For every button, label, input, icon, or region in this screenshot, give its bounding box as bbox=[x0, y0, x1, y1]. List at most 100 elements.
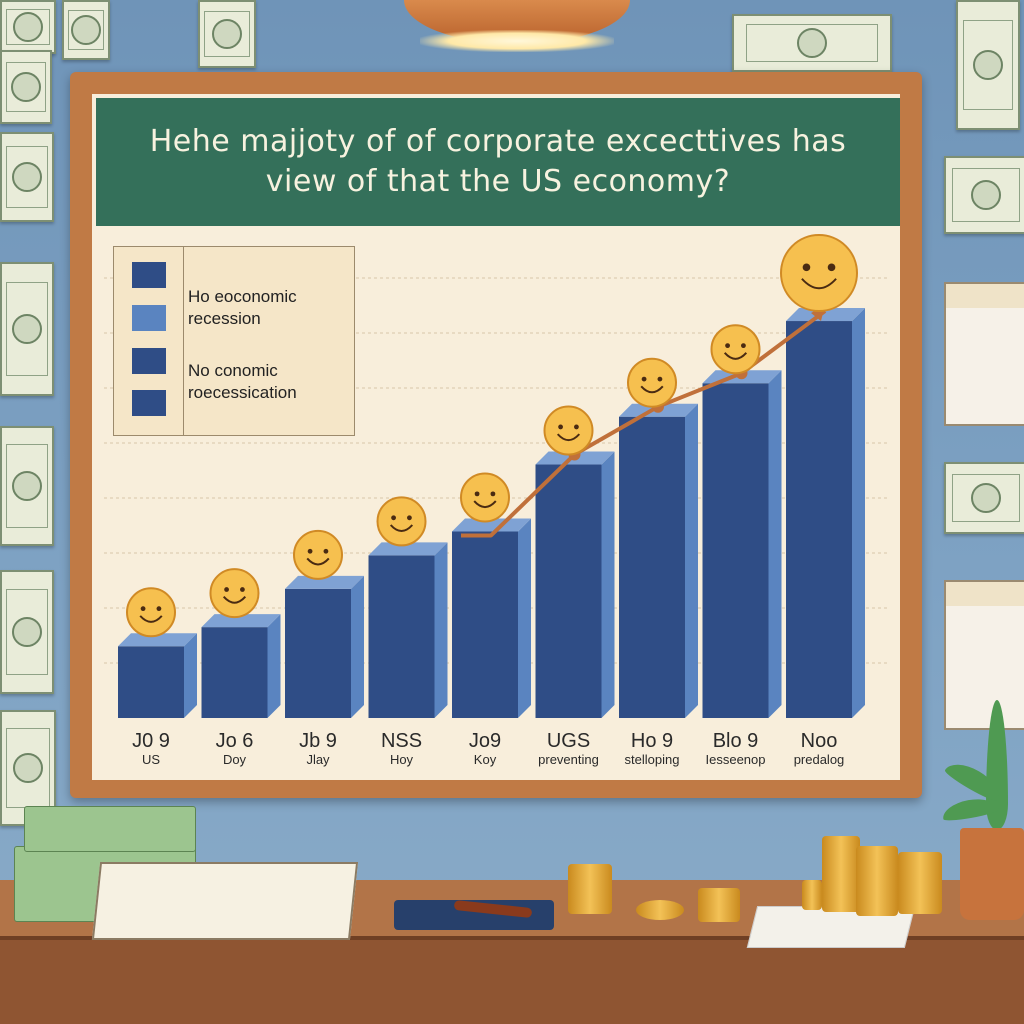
plant-pot bbox=[960, 828, 1024, 920]
open-book-icon bbox=[91, 862, 359, 940]
desk-front bbox=[0, 940, 1024, 1024]
bar bbox=[118, 633, 197, 718]
x-tick-label: Ho 9 stelloping bbox=[597, 730, 707, 768]
bar bbox=[285, 575, 364, 718]
bar-front bbox=[368, 555, 435, 718]
coin-stack-icon bbox=[856, 846, 898, 916]
x-tick-label-bottom: Iesseenop bbox=[705, 752, 766, 767]
legend-label-1: Ho eoconomic bbox=[188, 287, 297, 306]
coin-stack-icon bbox=[802, 880, 822, 910]
dollar-bill-icon bbox=[944, 156, 1024, 234]
bar bbox=[368, 542, 448, 718]
bar-top bbox=[786, 308, 865, 322]
dollar-bill-icon bbox=[0, 570, 54, 694]
smiley-face-icon bbox=[780, 234, 858, 313]
bar-side bbox=[518, 518, 531, 718]
legend-label-4: roecessication bbox=[188, 383, 297, 402]
x-tick-label-top: UGS bbox=[546, 730, 591, 752]
bar-side bbox=[351, 575, 364, 718]
legend-divider bbox=[183, 246, 184, 436]
bar-side bbox=[434, 542, 448, 718]
x-tick-label-bottom: Hoy bbox=[389, 752, 414, 767]
bar-side bbox=[267, 614, 281, 718]
x-tick-label-bottom: preventing bbox=[538, 752, 599, 767]
bar bbox=[786, 308, 865, 718]
bar-front bbox=[786, 321, 852, 718]
coin-stack-icon bbox=[898, 852, 942, 914]
bar-front bbox=[285, 588, 351, 718]
bar-front bbox=[118, 646, 184, 718]
x-tick-label-bottom: stelloping bbox=[624, 752, 680, 767]
dollar-bill-icon bbox=[944, 462, 1024, 534]
coin-stack-icon bbox=[822, 836, 860, 912]
bar-side bbox=[601, 451, 615, 718]
x-tick-label: Jo9 Koy bbox=[430, 730, 540, 768]
legend-swatch-2 bbox=[132, 305, 166, 331]
bar-front bbox=[702, 383, 769, 718]
chart-title: Hehe majjoty of of corporate excecttives… bbox=[96, 98, 900, 226]
bar-top bbox=[201, 614, 281, 628]
x-tick-label-bottom: US bbox=[141, 752, 161, 767]
x-tick-label-top: Noo bbox=[800, 730, 838, 752]
bar-front bbox=[452, 531, 518, 718]
x-tick-label-bottom: Doy bbox=[222, 752, 247, 767]
dollar-bill-icon bbox=[956, 0, 1020, 130]
dollar-bill-icon bbox=[0, 0, 56, 54]
dollar-bill-icon bbox=[62, 0, 110, 60]
smiley-face-icon bbox=[710, 324, 761, 375]
chart-plot bbox=[104, 234, 888, 718]
x-tick-label: Jo 6 Doy bbox=[180, 730, 290, 768]
bar-front bbox=[201, 627, 268, 718]
smiley-face-icon bbox=[126, 587, 176, 638]
lamp-glow bbox=[420, 30, 614, 52]
legend-swatch-1 bbox=[132, 262, 166, 288]
coin-icon bbox=[636, 900, 684, 920]
smiley-face-icon bbox=[627, 357, 677, 408]
dollar-bill-icon bbox=[0, 50, 52, 124]
x-tick-label: Jb 9 Jlay bbox=[263, 730, 373, 768]
x-tick-label-top: NSS bbox=[380, 730, 423, 752]
dollar-bill-icon bbox=[0, 426, 54, 546]
bar bbox=[619, 403, 698, 718]
bar-top bbox=[452, 518, 531, 532]
bar bbox=[452, 518, 531, 718]
bar-side bbox=[685, 403, 698, 718]
x-tick-label: Blo 9 Iesseenop bbox=[681, 730, 791, 768]
bar-side bbox=[852, 308, 865, 718]
dollar-bill-icon bbox=[198, 0, 256, 68]
calendar-icon bbox=[944, 282, 1024, 426]
legend-label-3: No conomic bbox=[188, 361, 278, 380]
x-tick-label: J0 9 US bbox=[96, 730, 206, 768]
bar-top bbox=[285, 575, 364, 589]
bar bbox=[535, 451, 615, 718]
chart-title-line-1: Hehe majjoty of of corporate excecttives… bbox=[149, 124, 847, 159]
bar bbox=[702, 370, 782, 718]
bar-top bbox=[368, 542, 448, 556]
bar-side bbox=[184, 633, 197, 718]
x-tick-label-bottom: predalog bbox=[793, 752, 845, 767]
bar-side bbox=[768, 370, 782, 718]
calendar-icon bbox=[944, 580, 1024, 730]
cash-stack-icon bbox=[24, 806, 196, 852]
bar bbox=[201, 614, 281, 718]
x-tick-label-top: Ho 9 bbox=[630, 730, 674, 752]
bar-top bbox=[118, 633, 197, 647]
coin-stack-icon bbox=[568, 864, 612, 914]
x-tick-label-top: Jb 9 bbox=[299, 730, 337, 752]
smiley-face-icon bbox=[209, 568, 260, 619]
x-tick-label-top: Blo 9 bbox=[712, 730, 759, 752]
chart-title-line-2: view of that the US economy? bbox=[265, 164, 731, 199]
x-tick-label-top: J0 9 bbox=[132, 730, 170, 752]
x-tick-label: NSS Hoy bbox=[347, 730, 457, 768]
dollar-bill-icon bbox=[732, 14, 892, 72]
x-tick-label-bottom: Koy bbox=[473, 752, 497, 767]
x-tick-label-bottom: Jlay bbox=[306, 752, 330, 767]
legend-swatch-3 bbox=[132, 348, 166, 374]
coin-stack-icon bbox=[698, 888, 740, 922]
legend-label-2: recession bbox=[188, 309, 261, 328]
x-tick-label-top: Jo9 bbox=[468, 730, 502, 752]
smiley-face-icon bbox=[460, 472, 510, 523]
x-tick-label: UGS preventing bbox=[514, 730, 624, 768]
bar-front bbox=[535, 464, 602, 718]
smiley-face-icon bbox=[376, 496, 427, 547]
